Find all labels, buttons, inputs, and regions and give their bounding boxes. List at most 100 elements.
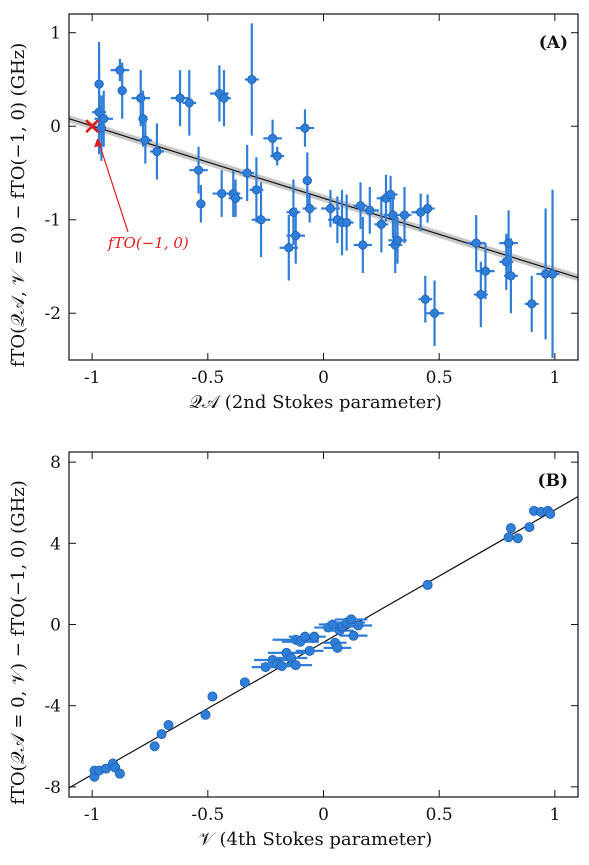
data-point-35 <box>423 580 432 589</box>
point-marker <box>150 742 159 751</box>
data-point-18 <box>229 180 243 217</box>
point-marker <box>546 509 555 518</box>
data-point-28 <box>324 643 352 652</box>
data-point-11 <box>208 692 217 701</box>
data-point-4 <box>111 59 130 81</box>
x-tick-label: 0 <box>318 805 329 825</box>
point-marker <box>285 244 293 252</box>
data-point-9 <box>164 720 173 729</box>
point-marker <box>248 75 256 83</box>
point-marker <box>100 115 108 123</box>
data-point-7 <box>150 742 159 751</box>
point-marker <box>208 692 217 701</box>
point-marker <box>218 189 226 197</box>
point-marker <box>303 176 311 184</box>
point-marker <box>472 239 480 247</box>
data-point-49 <box>467 215 486 271</box>
data-point-39 <box>525 522 534 531</box>
point-marker <box>164 720 173 729</box>
data-point-43 <box>546 509 555 518</box>
x-tick-label: -1 <box>84 368 101 388</box>
data-point-8 <box>157 729 166 738</box>
point-marker <box>268 134 276 142</box>
data-point-23 <box>263 120 282 157</box>
point-marker <box>421 295 429 303</box>
data-point-38 <box>513 534 522 543</box>
panel-a-y-ticks: 1 0 -1 -2 <box>44 24 578 325</box>
data-point-44 <box>398 187 412 243</box>
point-marker <box>243 169 251 177</box>
panel-b-x-axis-label: 𝒱 (4th Stokes parameter) <box>199 829 432 850</box>
data-point-47 <box>421 194 435 222</box>
x-tick-label: 0.5 <box>426 368 453 388</box>
point-marker <box>257 216 265 224</box>
panel-b-data-points <box>90 506 555 781</box>
data-point-57 <box>546 190 560 358</box>
point-marker <box>157 729 166 738</box>
point-marker <box>359 241 367 249</box>
point-marker <box>305 646 314 655</box>
point-marker <box>349 631 358 640</box>
data-point-35 <box>354 182 368 229</box>
y-tick-label: 4 <box>50 534 61 554</box>
point-marker <box>240 678 249 687</box>
point-marker <box>176 94 184 102</box>
data-point-36 <box>504 533 513 542</box>
panel-b-label: (B) <box>538 471 568 491</box>
point-marker <box>513 534 522 543</box>
x-tick-label: 0 <box>318 368 329 388</box>
point-marker <box>201 710 210 719</box>
panel-a-x-axis-label: 𝒬𝒜 (2nd Stokes parameter) <box>189 392 442 413</box>
point-marker <box>354 621 363 630</box>
point-marker <box>301 124 309 132</box>
data-point-6 <box>115 769 124 778</box>
point-marker <box>231 194 239 202</box>
data-point-20 <box>245 23 259 135</box>
y-tick-label: -4 <box>44 697 61 717</box>
point-marker <box>481 267 489 275</box>
data-point-12 <box>240 678 249 687</box>
point-marker <box>185 99 193 107</box>
point-marker <box>141 136 149 144</box>
point-marker <box>430 309 438 317</box>
panel-a-y-axis-label: fTO(𝒬𝒜, 𝒱 = 0) − fTO(−1, 0) (GHz) <box>8 43 29 368</box>
panel-b-y-ticks: 840-4-8 <box>44 453 578 798</box>
x-tick-label: 0.5 <box>426 805 453 825</box>
panel-b-x-ticks: -1 -0.5 0 0.5 1 <box>84 452 560 825</box>
panel-a-frame <box>69 14 578 360</box>
point-marker <box>197 200 205 208</box>
point-marker <box>194 166 202 174</box>
annotation-arrow <box>98 140 128 232</box>
panel-b-y-axis-label: fTO(𝒬𝒜 = 0, 𝒱) − fTO(−1, 0) (GHz) <box>8 480 29 805</box>
data-point-23 <box>296 646 324 655</box>
data-point-11 <box>182 70 196 135</box>
data-point-46 <box>418 276 432 323</box>
point-marker <box>377 220 385 228</box>
point-marker <box>507 272 515 280</box>
data-point-9 <box>150 123 164 179</box>
point-marker <box>528 300 536 308</box>
panel-a-label: (A) <box>539 33 568 53</box>
point-marker <box>366 206 374 214</box>
panel-a: fTO(−1, 0) -1 -0.5 0 0.5 1 10-1-2 (A) 𝒬𝒜 (2n… <box>8 14 578 413</box>
y-tick-label: 0 <box>50 117 61 137</box>
x-tick-label: 1 <box>549 368 560 388</box>
point-marker <box>292 231 300 239</box>
point-marker <box>291 660 300 669</box>
point-marker <box>525 522 534 531</box>
x-tick-label: 1 <box>549 805 560 825</box>
data-point-10 <box>171 70 190 126</box>
data-point-19 <box>240 145 254 201</box>
data-point-37 <box>506 524 515 533</box>
point-marker <box>356 202 364 210</box>
point-marker <box>548 270 556 278</box>
point-marker <box>305 204 313 212</box>
point-marker <box>400 211 408 219</box>
point-marker <box>342 218 350 226</box>
point-marker <box>504 533 513 542</box>
y-tick-label: -2 <box>44 304 61 324</box>
point-marker <box>310 632 319 641</box>
data-point-28 <box>296 109 315 146</box>
point-marker <box>252 186 260 194</box>
data-point-17 <box>226 170 240 217</box>
